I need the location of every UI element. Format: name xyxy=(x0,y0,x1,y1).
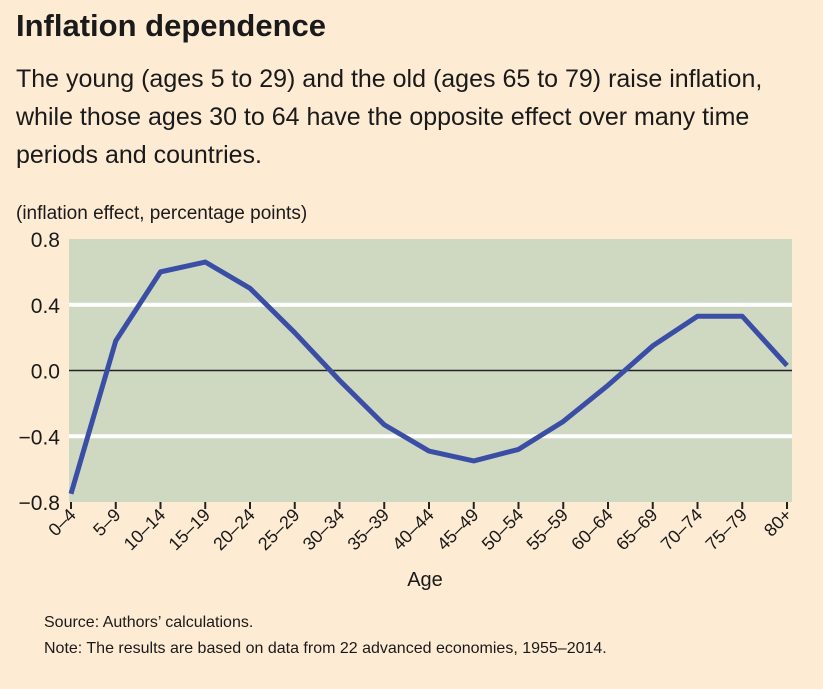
x-tick-label: 15–19 xyxy=(165,505,215,555)
x-tick-label: 70–74 xyxy=(657,505,707,555)
y-tick-label: 0.8 xyxy=(31,229,60,252)
chart-title: Inflation dependence xyxy=(16,8,327,43)
x-tick-label: 5–9 xyxy=(89,505,124,540)
y-axis-label: (inflation effect, percentage points) xyxy=(16,203,308,224)
x-tick-label: 45–49 xyxy=(433,505,483,555)
x-tick-label: 35–39 xyxy=(344,505,394,555)
chart-subtitle: The young (ages 5 to 29) and the old (ag… xyxy=(16,65,763,169)
y-tick-label: −0.4 xyxy=(19,426,61,449)
data-note: Note: The results are based on data from… xyxy=(44,640,607,657)
x-tick-label: 25–29 xyxy=(254,505,304,555)
x-tick-label: 30–34 xyxy=(299,505,349,555)
x-axis-label: Age xyxy=(407,569,443,591)
x-tick-label: 60–64 xyxy=(567,505,617,555)
source-note: Source: Authors’ calculations. xyxy=(44,614,254,631)
x-tick-label: 10–14 xyxy=(120,505,170,555)
y-tick-label: −0.8 xyxy=(19,492,60,515)
x-tick-label: 55–59 xyxy=(523,505,573,555)
x-tick-label: 20–24 xyxy=(209,505,259,555)
x-tick-label: 40–44 xyxy=(388,505,438,555)
x-tick-label: 75–79 xyxy=(702,505,752,555)
y-tick-label: 0.4 xyxy=(31,295,61,318)
y-tick-label: 0.0 xyxy=(31,361,60,384)
x-tick-label: 80+ xyxy=(760,505,796,541)
x-tick-label: 50–54 xyxy=(478,505,528,555)
x-tick-label: 65–69 xyxy=(612,505,662,555)
